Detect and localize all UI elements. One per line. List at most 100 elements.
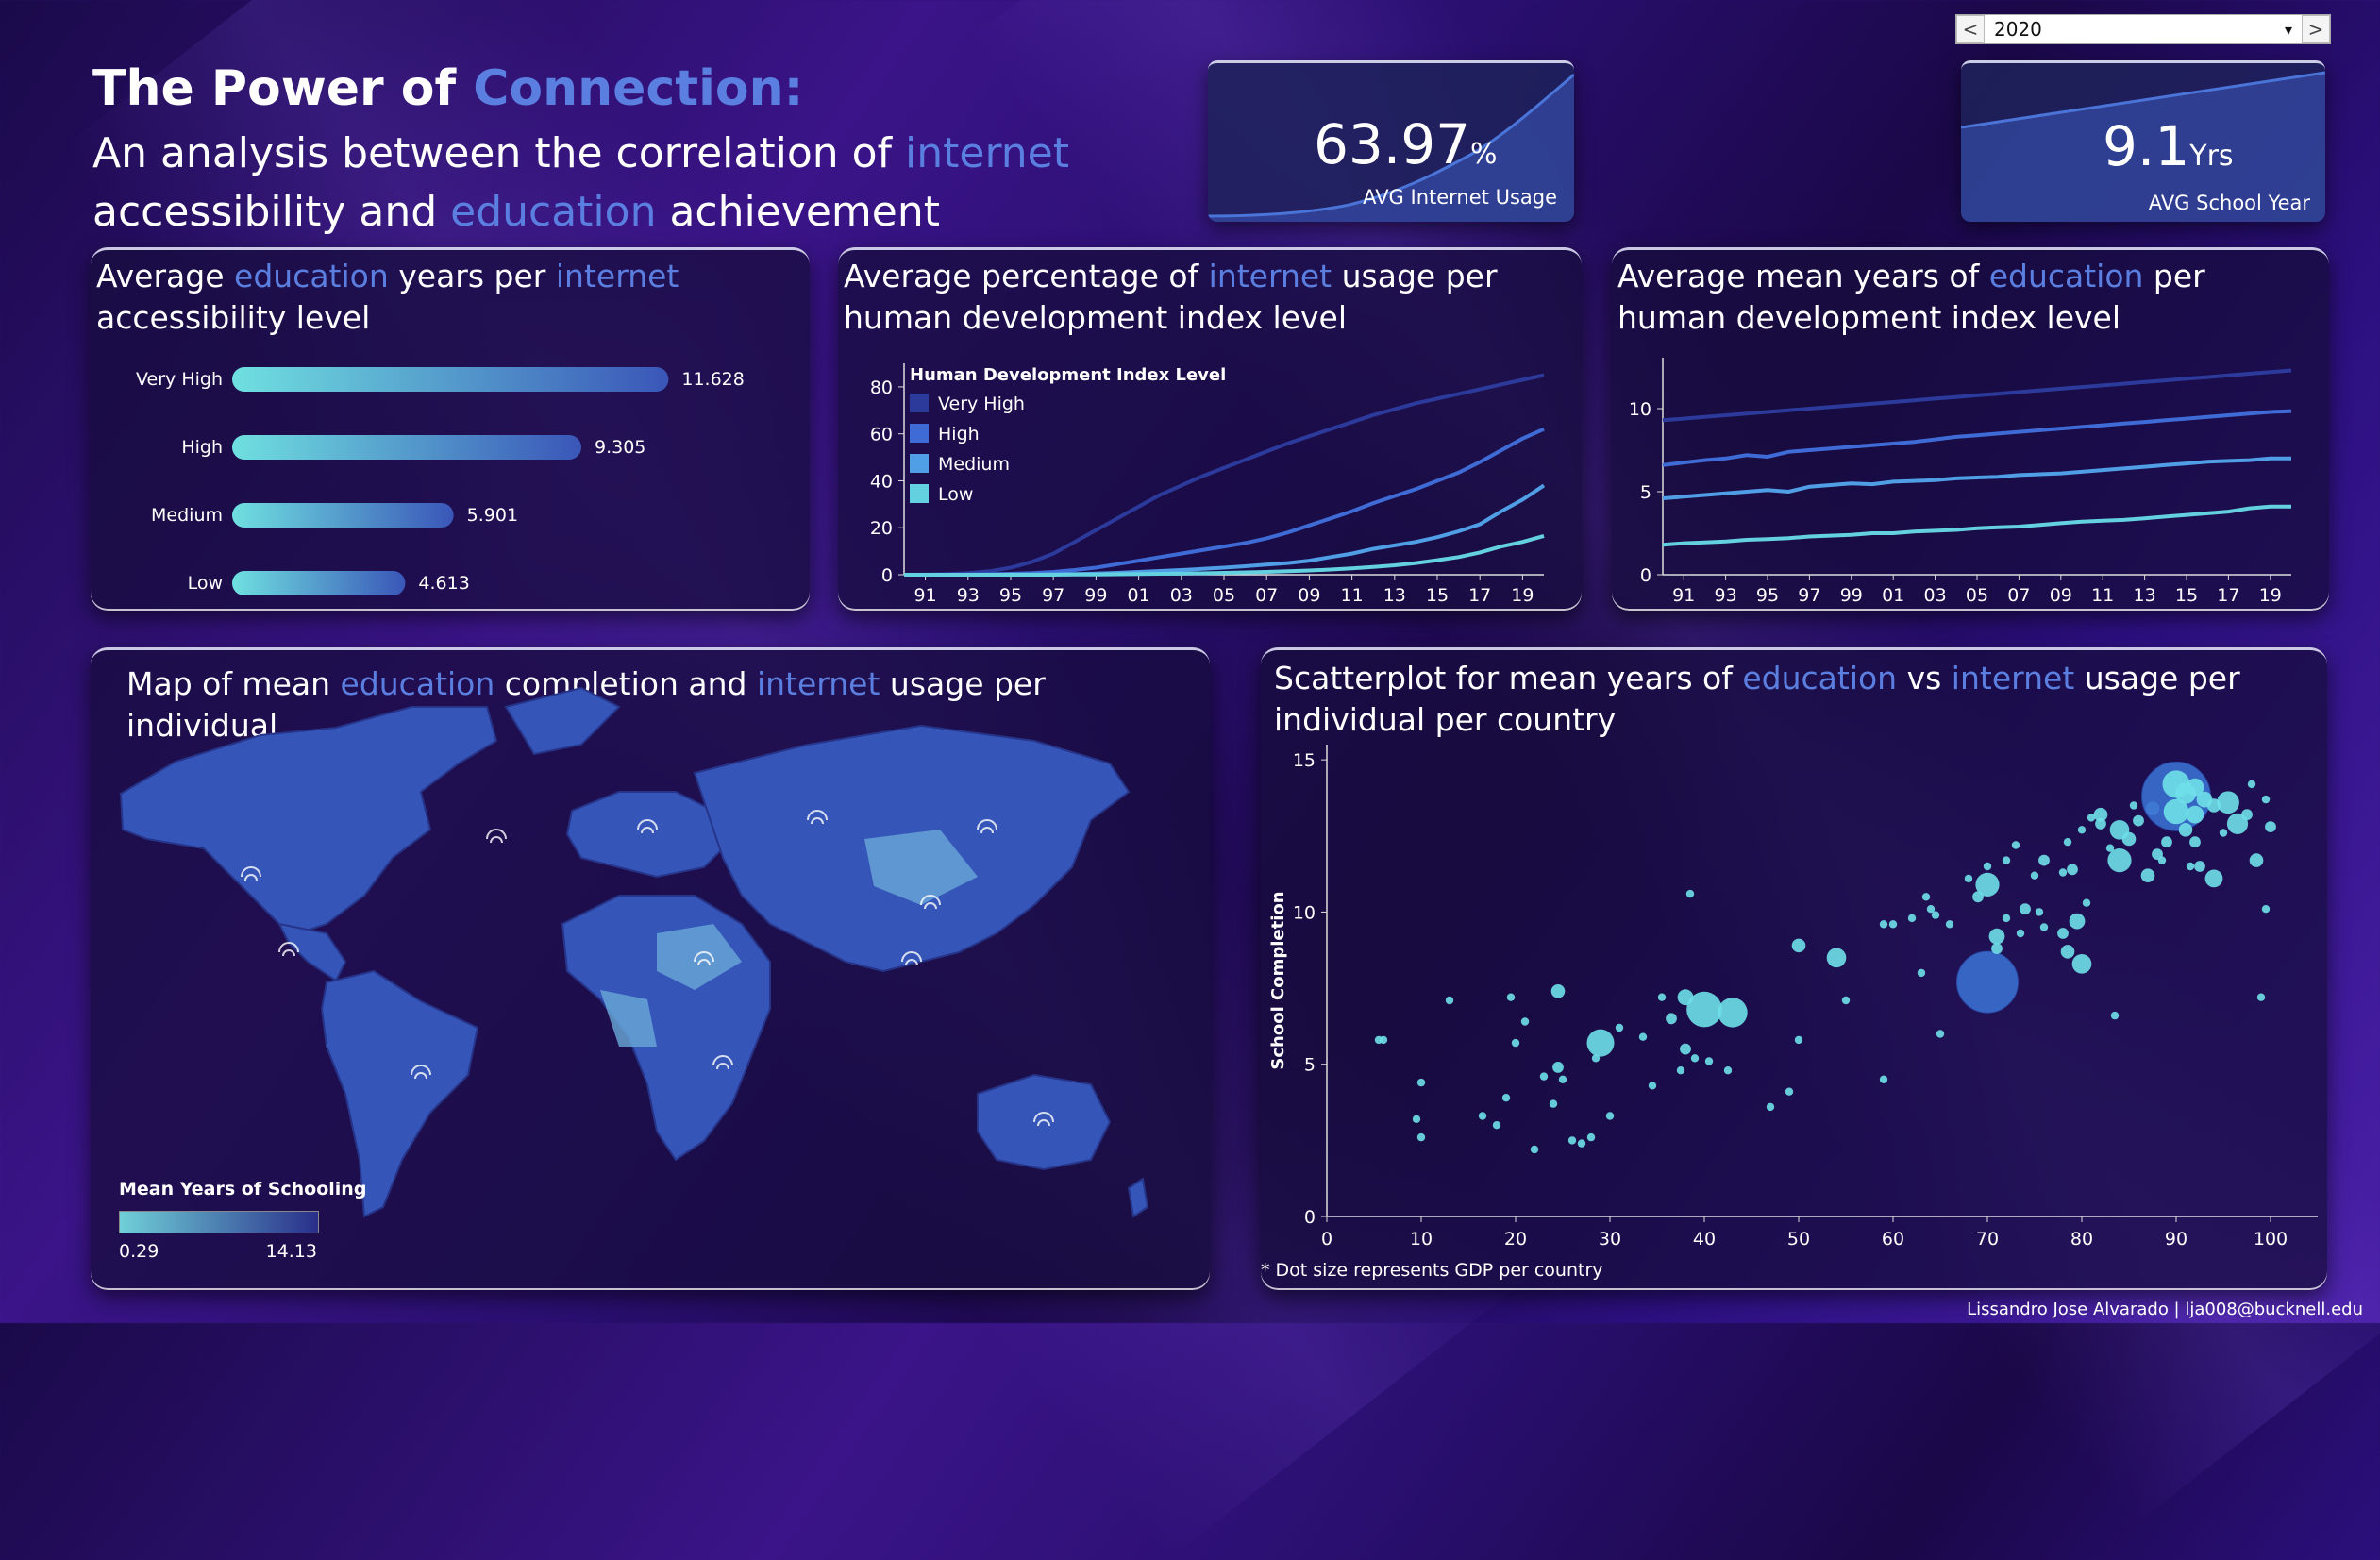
series-line <box>904 533 1545 577</box>
scatter-point <box>1888 920 1898 929</box>
scatter-point <box>2095 818 2106 830</box>
scatter-point <box>1975 872 2000 897</box>
map-legend-title: Mean Years of Schooling <box>119 1179 367 1199</box>
x-tick-label: 03 <box>1170 585 1193 606</box>
legend-swatch <box>910 424 929 443</box>
x-tick-label: 30 <box>1599 1229 1621 1250</box>
scatter-point <box>1412 1115 1421 1123</box>
scatter-point <box>2060 945 2075 959</box>
y-tick-label: 5 <box>1304 1055 1316 1076</box>
scatter-point <box>1530 1145 1539 1154</box>
x-tick-label: 95 <box>999 585 1022 606</box>
bar <box>232 503 454 528</box>
kpi-internet-card: 63.97% AVG Internet Usage <box>1208 60 1574 222</box>
x-tick-label: 20 <box>1504 1229 1527 1250</box>
x-tick-label: 100 <box>2254 1229 2288 1250</box>
chevron-down-icon[interactable]: ▾ <box>2284 20 2293 39</box>
x-tick-label: 10 <box>1410 1229 1433 1250</box>
scatter-point <box>1416 1078 1426 1087</box>
bar-category-label: High <box>181 437 223 458</box>
year-filter[interactable]: < 2020 ▾ > <box>1955 14 2331 44</box>
scatter-point <box>2163 798 2189 825</box>
dashboard-title: The Power of Connection: <box>92 60 804 117</box>
scatter-point <box>1549 1099 1558 1108</box>
x-tick-label: 15 <box>2175 585 2198 606</box>
scatter-point <box>1879 920 1888 929</box>
map-central-america <box>277 922 347 982</box>
scatter-point <box>2077 826 2087 834</box>
scatter-point <box>1615 1023 1624 1032</box>
scatter-point <box>1638 1032 1648 1041</box>
bar-value-label: 11.628 <box>681 369 744 390</box>
x-tick-label: 09 <box>2050 585 2072 606</box>
scatter-point <box>1841 996 1851 1005</box>
scatter-point <box>2057 928 2069 939</box>
kpi-internet-sparkline <box>1208 73 1574 222</box>
x-tick-label: 01 <box>1882 585 1904 606</box>
scatter-point <box>2249 853 2264 867</box>
scatter-point <box>2256 993 2266 1001</box>
y-tick-label: 10 <box>1629 399 1651 420</box>
scatter-point <box>2105 844 2115 852</box>
scatter-note: * Dot size represents GDP per country <box>1261 1260 1603 1281</box>
panel-title: Scatterplot for mean years of education … <box>1274 660 2240 738</box>
scatter-point <box>1907 914 1917 923</box>
scatter-point <box>1379 1035 1388 1045</box>
scatter-point <box>2204 869 2223 888</box>
x-tick-label: 95 <box>1756 585 1779 606</box>
scatter-point <box>1826 948 1847 968</box>
x-tick-label: 15 <box>1426 585 1449 606</box>
scatter-point <box>1445 996 1454 1005</box>
x-tick-label: 91 <box>914 585 937 606</box>
x-tick-label: 07 <box>1255 585 1278 606</box>
scatter-point <box>1520 1017 1530 1026</box>
kpi-school-value: 9.1Yrs <box>2103 114 2234 178</box>
x-tick-label: 0 <box>1321 1229 1332 1250</box>
scatter-point <box>2110 1011 2120 1020</box>
x-tick-label: 01 <box>1128 585 1150 606</box>
kpi-school-sparkline <box>1961 71 2325 222</box>
legend-swatch <box>910 484 929 503</box>
scatter-point <box>2002 914 2011 923</box>
bar-category-label: Low <box>188 573 223 594</box>
panel-education-by-internet: Average education years per internet acc… <box>91 247 810 611</box>
scatter-point <box>1723 1066 1733 1075</box>
scatter-point <box>1879 1075 1888 1083</box>
scatter-point <box>1991 943 2003 954</box>
scatter-point <box>2265 821 2276 832</box>
panel-scatterplot: Scatterplot for mean years of education … <box>1261 647 2327 1290</box>
bar-value-label: 4.613 <box>418 573 469 594</box>
scatter-point <box>1501 1094 1511 1102</box>
x-tick-label: 93 <box>1715 585 1737 606</box>
scatter-point <box>1686 991 1722 1028</box>
year-next-button[interactable]: > <box>2302 15 2330 43</box>
bar <box>232 435 582 460</box>
scatter-point <box>2186 805 2204 824</box>
scatter-point <box>2020 903 2031 915</box>
x-tick-label: 19 <box>1511 585 1534 606</box>
scatter-point <box>1492 1121 1501 1130</box>
year-prev-button[interactable]: < <box>1956 15 1985 43</box>
scatter-point <box>2063 838 2072 847</box>
year-select-value[interactable]: 2020 <box>1994 18 2042 41</box>
scatter-point <box>2186 862 2195 871</box>
scatter-point <box>2016 929 2025 938</box>
legend-swatch <box>910 394 929 412</box>
x-tick-label: 09 <box>1298 585 1320 606</box>
scatter-point <box>1945 920 1954 929</box>
x-tick-label: 03 <box>1924 585 1947 606</box>
map-legend: Mean Years of Schooling 0.29 14.13 <box>119 1179 366 1262</box>
scatter-point <box>2038 854 2050 866</box>
x-tick-label: 90 <box>2165 1229 2187 1250</box>
series-line <box>1662 368 2292 423</box>
world-map[interactable] <box>91 650 1210 1290</box>
scatter-point <box>1791 938 1806 953</box>
legend-label: Medium <box>938 454 1010 475</box>
bar-value-label: 5.901 <box>467 505 518 526</box>
scatter-point <box>1718 998 1748 1028</box>
panel-world-map: Map of mean education completion and int… <box>91 647 1210 1290</box>
scatter-point <box>2129 801 2138 810</box>
scatter-point <box>2087 814 2096 822</box>
series-line <box>1662 456 2291 500</box>
scatter-point <box>2002 856 2011 864</box>
